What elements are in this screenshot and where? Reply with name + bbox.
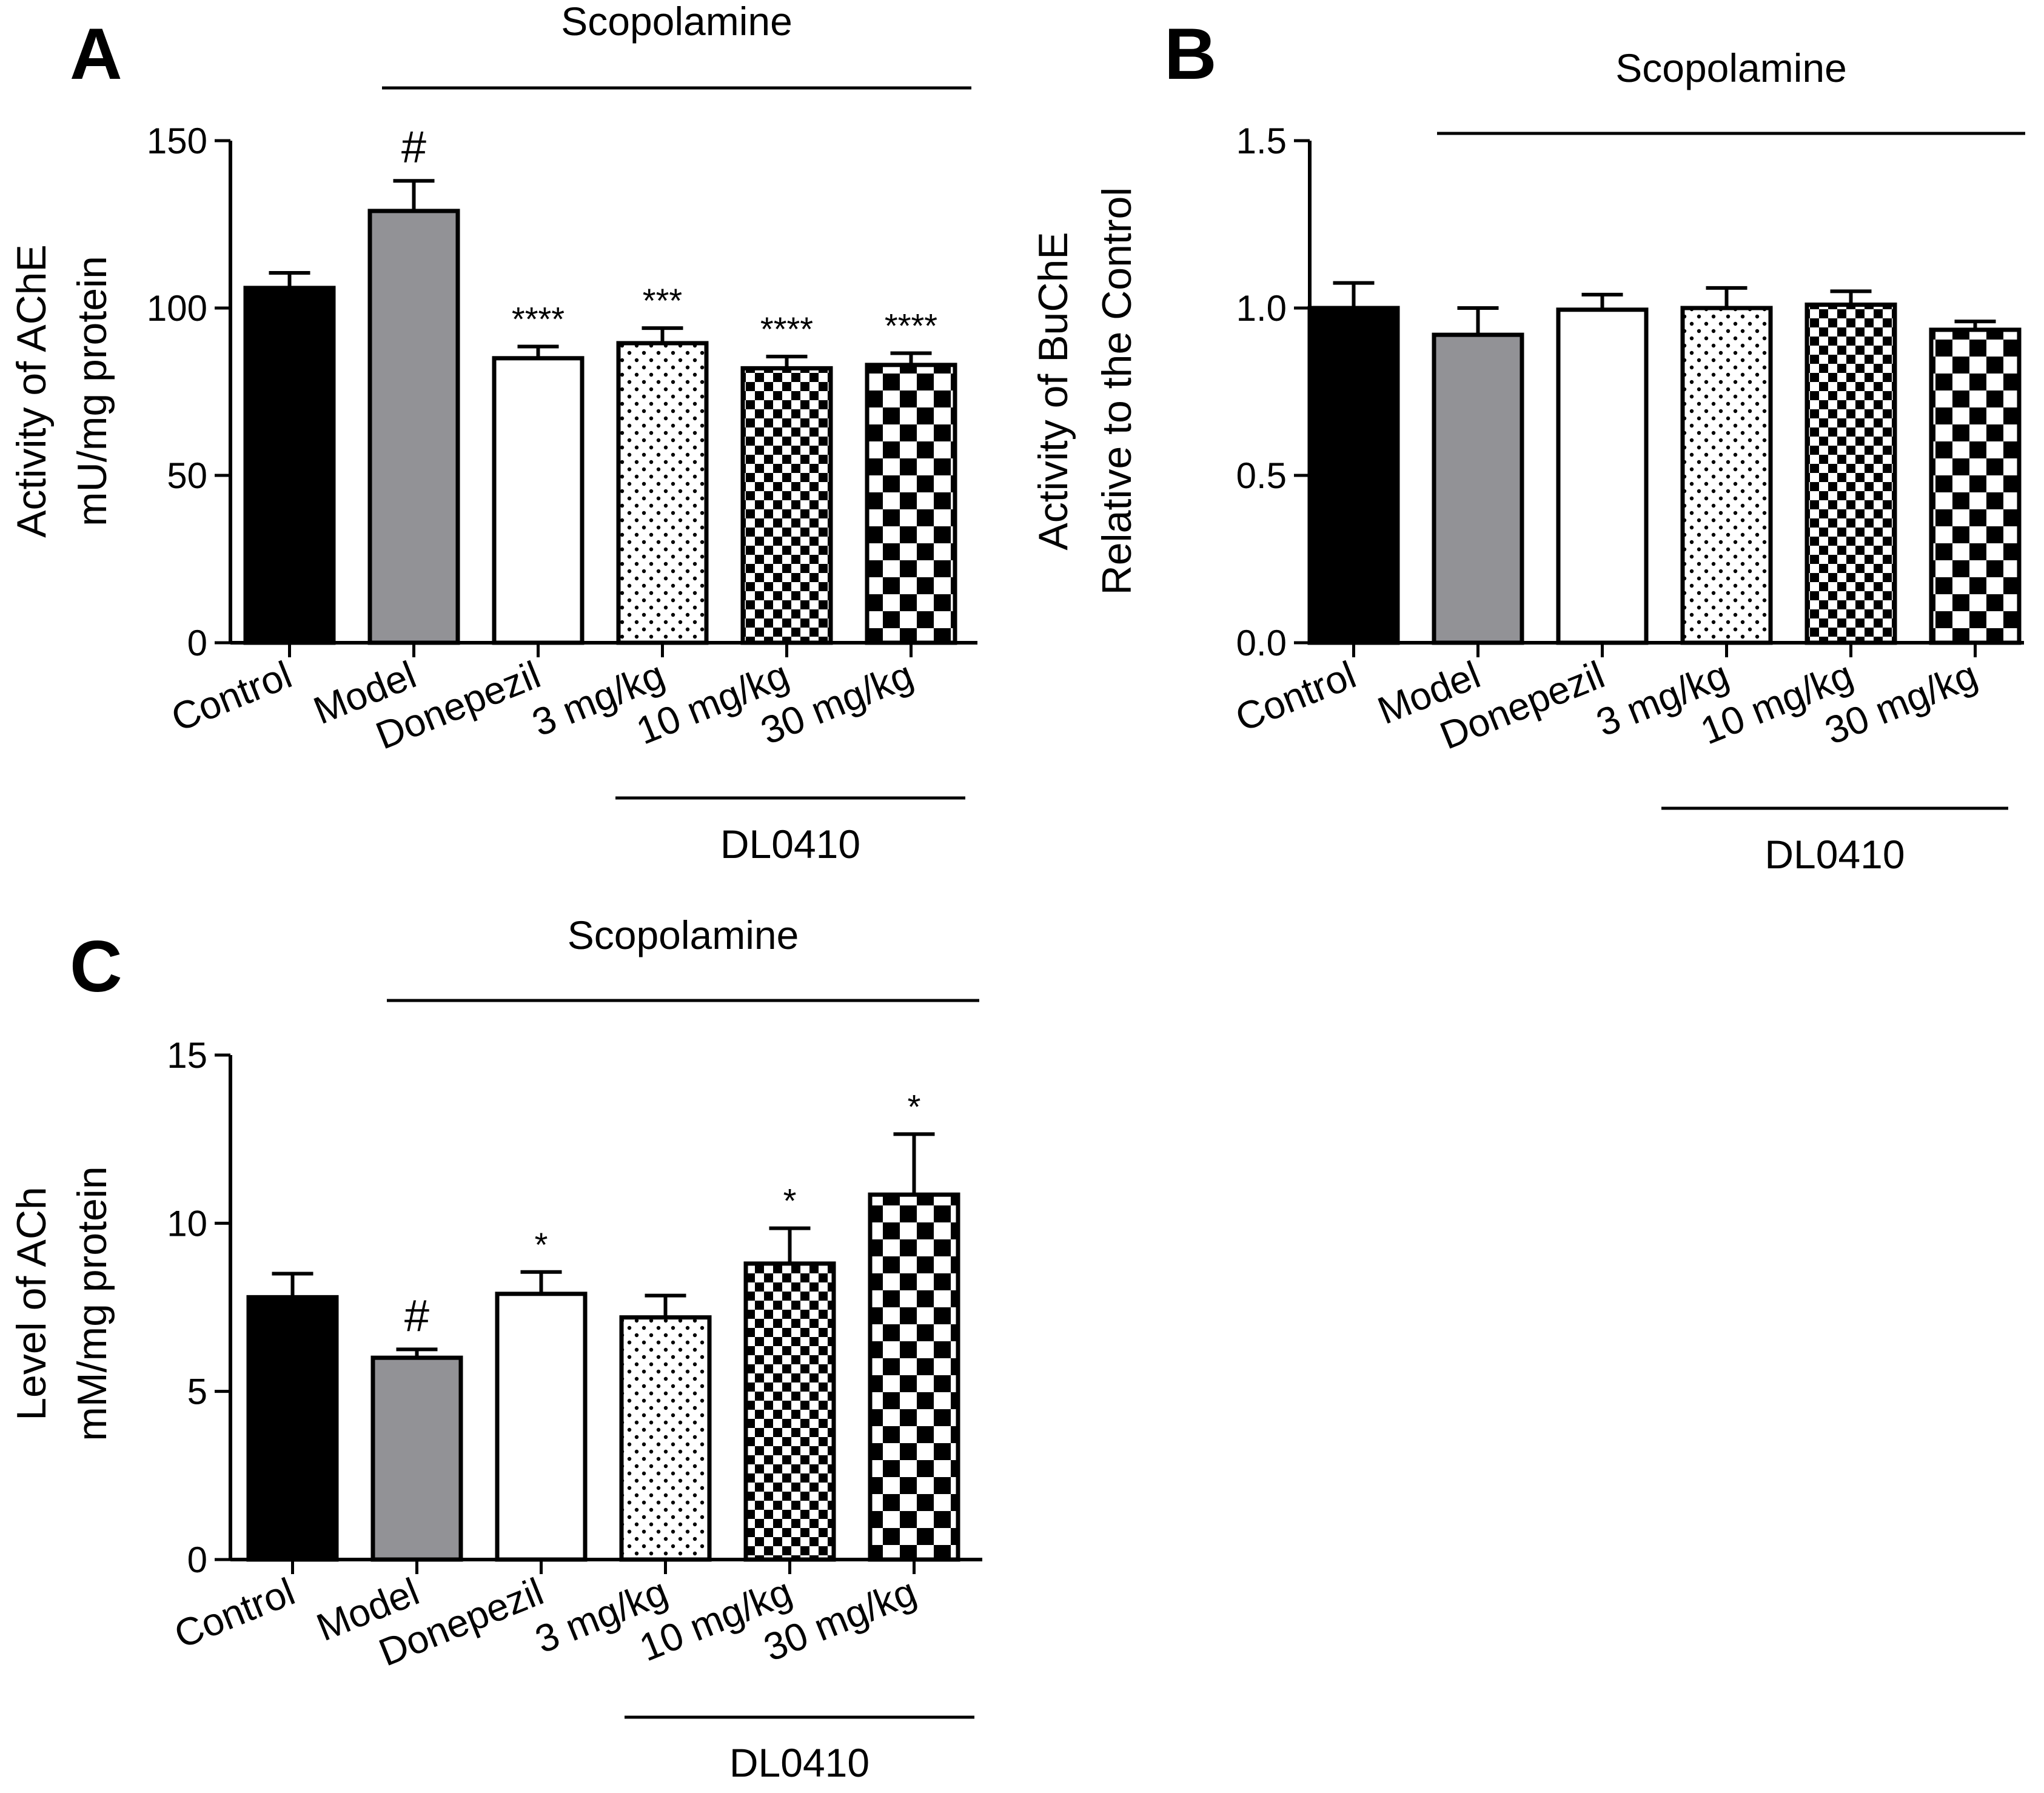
chart-acetylcholine-level: Scopolamine Level of ACh mM/mg protein 0 5 10…	[8, 913, 982, 1785]
bar-donepezil	[492, 356, 585, 645]
y-tick-label: 0.5	[1236, 455, 1287, 496]
category-label-control: Control	[165, 652, 297, 740]
group-label-scopolamine: Scopolamine	[561, 0, 792, 44]
y-tick-label: 15	[167, 1035, 207, 1076]
category-label-control: Control	[1229, 652, 1361, 740]
panel-letter-b: B	[1164, 13, 1217, 95]
y-axis-title-line-2: Relative to the Control	[1094, 187, 1140, 595]
bar-donepezil	[495, 1292, 588, 1562]
bar-donepezil	[1556, 307, 1649, 645]
group-label-dl0410: DL0410	[720, 822, 860, 866]
bar-3-mg-kg	[616, 341, 709, 645]
significance-mark-donepezil: *	[535, 1225, 548, 1264]
y-tick-label: 0	[187, 623, 207, 663]
bar-model	[1432, 332, 1524, 645]
significance-mark-model: #	[401, 122, 426, 172]
y-tick-label: 1.0	[1236, 288, 1287, 329]
panel-letter-c: C	[70, 926, 122, 1007]
y-tick-label: 10	[167, 1203, 207, 1244]
bar-control	[1307, 306, 1400, 645]
bar-30-mg-kg	[868, 1192, 960, 1562]
significance-mark-30-mg-kg: *	[908, 1087, 921, 1125]
category-label-control: Control	[168, 1569, 300, 1657]
bar-10-mg-kg	[1804, 302, 1897, 645]
y-axis-title-line-1: Activity of AChE	[8, 244, 55, 538]
chart-acetylcholinesterase: Scopolamine Activity of AChE mU/mg protein…	[8, 0, 977, 866]
significance-mark-10-mg-kg: ****	[760, 310, 813, 348]
y-tick-label: 50	[167, 455, 207, 496]
group-label-scopolamine: Scopolamine	[1615, 45, 1847, 90]
y-axis-title-line-1: Level of ACh	[8, 1187, 55, 1421]
y-tick-label: 5	[187, 1372, 207, 1412]
y-tick-label: 1.5	[1236, 121, 1287, 161]
significance-mark-3-mg-kg: ***	[643, 281, 682, 320]
y-tick-label: 0	[187, 1540, 207, 1580]
bar-10-mg-kg	[740, 366, 833, 645]
y-axis-title-line-2: mU/mg protein	[69, 256, 115, 526]
significance-mark-donepezil: ****	[512, 300, 565, 338]
y-tick-label: 0.0	[1236, 623, 1287, 663]
bar-10-mg-kg	[743, 1261, 836, 1562]
significance-mark-30-mg-kg: ****	[885, 307, 937, 345]
y-axis-title-line-2: mM/mg protein	[69, 1166, 115, 1441]
panel-letter-a: A	[70, 13, 122, 95]
significance-mark-10-mg-kg: *	[783, 1182, 797, 1220]
bar-model	[370, 1355, 463, 1562]
group-label-dl0410: DL0410	[729, 1740, 870, 1785]
bar-30-mg-kg	[865, 363, 957, 645]
bar-3-mg-kg	[619, 1315, 712, 1562]
bar-30-mg-kg	[1929, 327, 2022, 645]
y-tick-label: 100	[147, 288, 207, 329]
y-tick-label: 150	[147, 121, 207, 161]
bar-control	[243, 286, 336, 645]
group-label-dl0410: DL0410	[1764, 832, 1905, 877]
significance-mark-model: #	[404, 1290, 429, 1341]
chart-butyrylcholinesterase: Scopolamine Activity of BuChE Relative to …	[1030, 45, 2025, 877]
bar-3-mg-kg	[1680, 306, 1773, 645]
y-axis-title-line-1: Activity of BuChE	[1030, 232, 1076, 550]
bar-model	[367, 209, 460, 645]
group-label-scopolamine: Scopolamine	[568, 913, 799, 957]
bar-control	[246, 1295, 339, 1562]
